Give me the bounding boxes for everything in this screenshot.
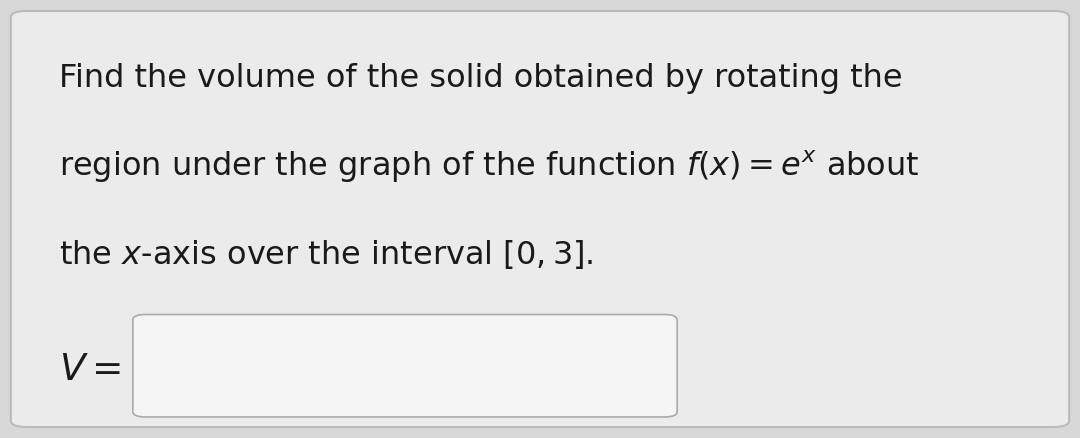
Text: Find the volume of the solid obtained by rotating the: Find the volume of the solid obtained by… [59,64,903,94]
Text: the $x$-axis over the interval $[0, 3]$.: the $x$-axis over the interval $[0, 3]$. [59,237,594,271]
Text: $V =$: $V =$ [59,352,122,388]
Text: region under the graph of the function $f(x) = e^{x}$ about: region under the graph of the function $… [59,148,920,184]
FancyBboxPatch shape [133,314,677,417]
